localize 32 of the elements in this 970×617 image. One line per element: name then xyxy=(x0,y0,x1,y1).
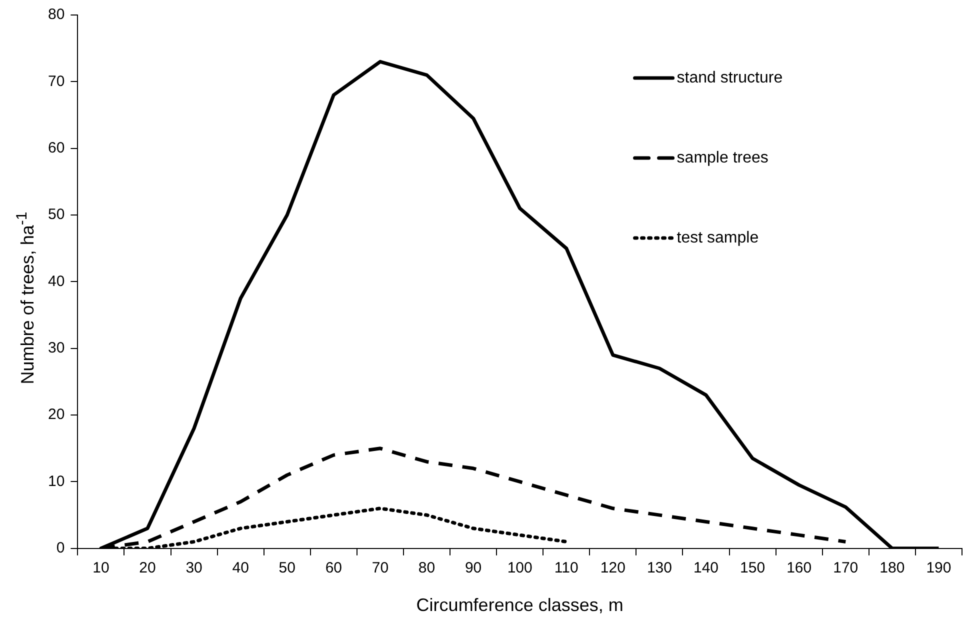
x-tick-label: 120 xyxy=(600,560,626,577)
x-tick-label: 100 xyxy=(507,560,532,577)
y-tick-label: 70 xyxy=(48,72,65,90)
x-tick-label: 20 xyxy=(139,560,156,577)
y-tick-label: 50 xyxy=(48,206,65,224)
y-tick-label: 40 xyxy=(48,272,65,290)
x-tick-label: 70 xyxy=(372,560,389,577)
y-tick-label: 20 xyxy=(48,406,65,424)
x-tick-label: 10 xyxy=(92,560,110,577)
x-tick-label: 60 xyxy=(325,560,342,577)
x-tick-label: 140 xyxy=(694,560,719,577)
legend-label: sample trees xyxy=(676,149,768,166)
x-tick-label: 30 xyxy=(186,560,202,577)
x-tick-label: 40 xyxy=(232,560,249,577)
x-tick-label: 160 xyxy=(786,560,812,577)
x-tick-label: 170 xyxy=(833,560,858,577)
y-tick-label: 80 xyxy=(48,6,65,24)
y-tick-label: 30 xyxy=(48,340,65,357)
x-axis-title: Circumference classes, m xyxy=(416,595,624,616)
y-tick-label: 0 xyxy=(56,540,65,557)
x-tick-label: 110 xyxy=(554,560,578,577)
y-tick-label: 10 xyxy=(48,472,65,490)
x-tick-label: 180 xyxy=(880,560,905,577)
x-tick-label: 130 xyxy=(646,560,672,577)
x-tick-label: 190 xyxy=(926,560,952,577)
y-tick-label: 60 xyxy=(48,139,65,156)
x-tick-label: 80 xyxy=(418,560,436,577)
x-tick-label: 150 xyxy=(740,560,766,577)
x-tick-label: 50 xyxy=(278,560,296,577)
legend-label: stand structure xyxy=(676,69,783,86)
x-tick-label: 90 xyxy=(464,560,482,577)
legend-label: test sample xyxy=(676,229,759,246)
